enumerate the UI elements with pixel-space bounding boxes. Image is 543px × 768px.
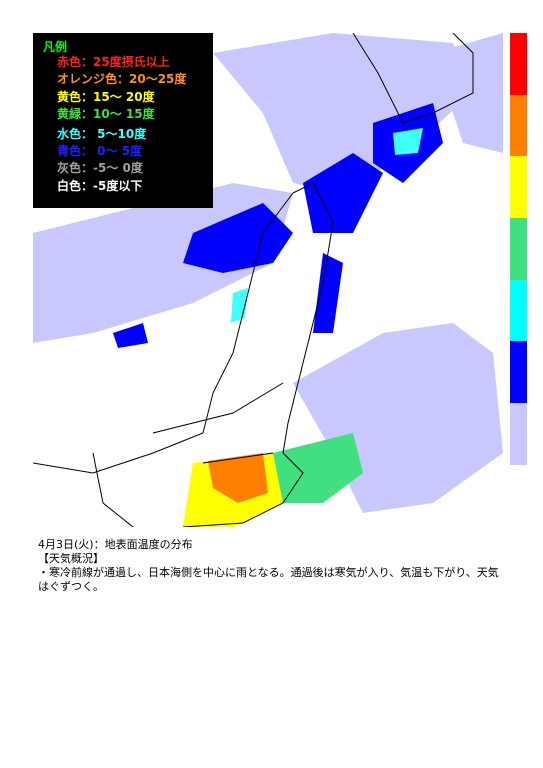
legend-item: 赤色：25度摂氏以上 — [57, 55, 170, 69]
legend-item: 白色：-5度以下 — [57, 179, 143, 193]
colorbar-segment — [510, 341, 527, 404]
legend-item: 黄緑：10～ 15度 — [57, 107, 155, 121]
caption-heading: 【天気概況】 — [38, 552, 104, 565]
caption-body: ・寒冷前線が通過し、日本海側を中心に雨となる。通過後は寒気が入り、気温も下がり、… — [38, 566, 499, 593]
coastline — [33, 33, 474, 527]
weather-map — [33, 33, 505, 527]
legend: 凡例 赤色：25度摂氏以上オレンジ色：20～25度 黄色：15～ 20度 黄緑：10… — [33, 33, 213, 208]
caption: 4月3日(火)：地表面温度の分布 【天気概況】 ・寒冷前線が通過し、日本海側を中… — [38, 538, 508, 594]
legend-item: オレンジ色：20～25度 — [57, 72, 187, 86]
colorbar-segment — [510, 33, 527, 95]
precip-cyan — [231, 128, 423, 323]
colorbar-segment — [510, 94, 527, 157]
legend-item: 黄色：15～ 20度 — [57, 90, 155, 104]
colorbar-segment — [510, 156, 527, 219]
legend-item: 水色： 5～10度 — [57, 127, 147, 141]
colorbar-segment — [510, 218, 527, 280]
precip-blue — [113, 103, 443, 348]
colorbar-segment — [510, 403, 527, 465]
legend-item: 青色： 0～ 5度 — [57, 144, 143, 158]
temp-warm — [183, 433, 363, 527]
legend-title: 凡例 — [43, 40, 68, 54]
colorbar-segment — [510, 279, 527, 342]
legend-item: 灰色：-5～ 0度 — [57, 161, 143, 175]
caption-title: 4月3日(火)：地表面温度の分布 — [38, 538, 193, 551]
colorbar — [510, 33, 527, 465]
